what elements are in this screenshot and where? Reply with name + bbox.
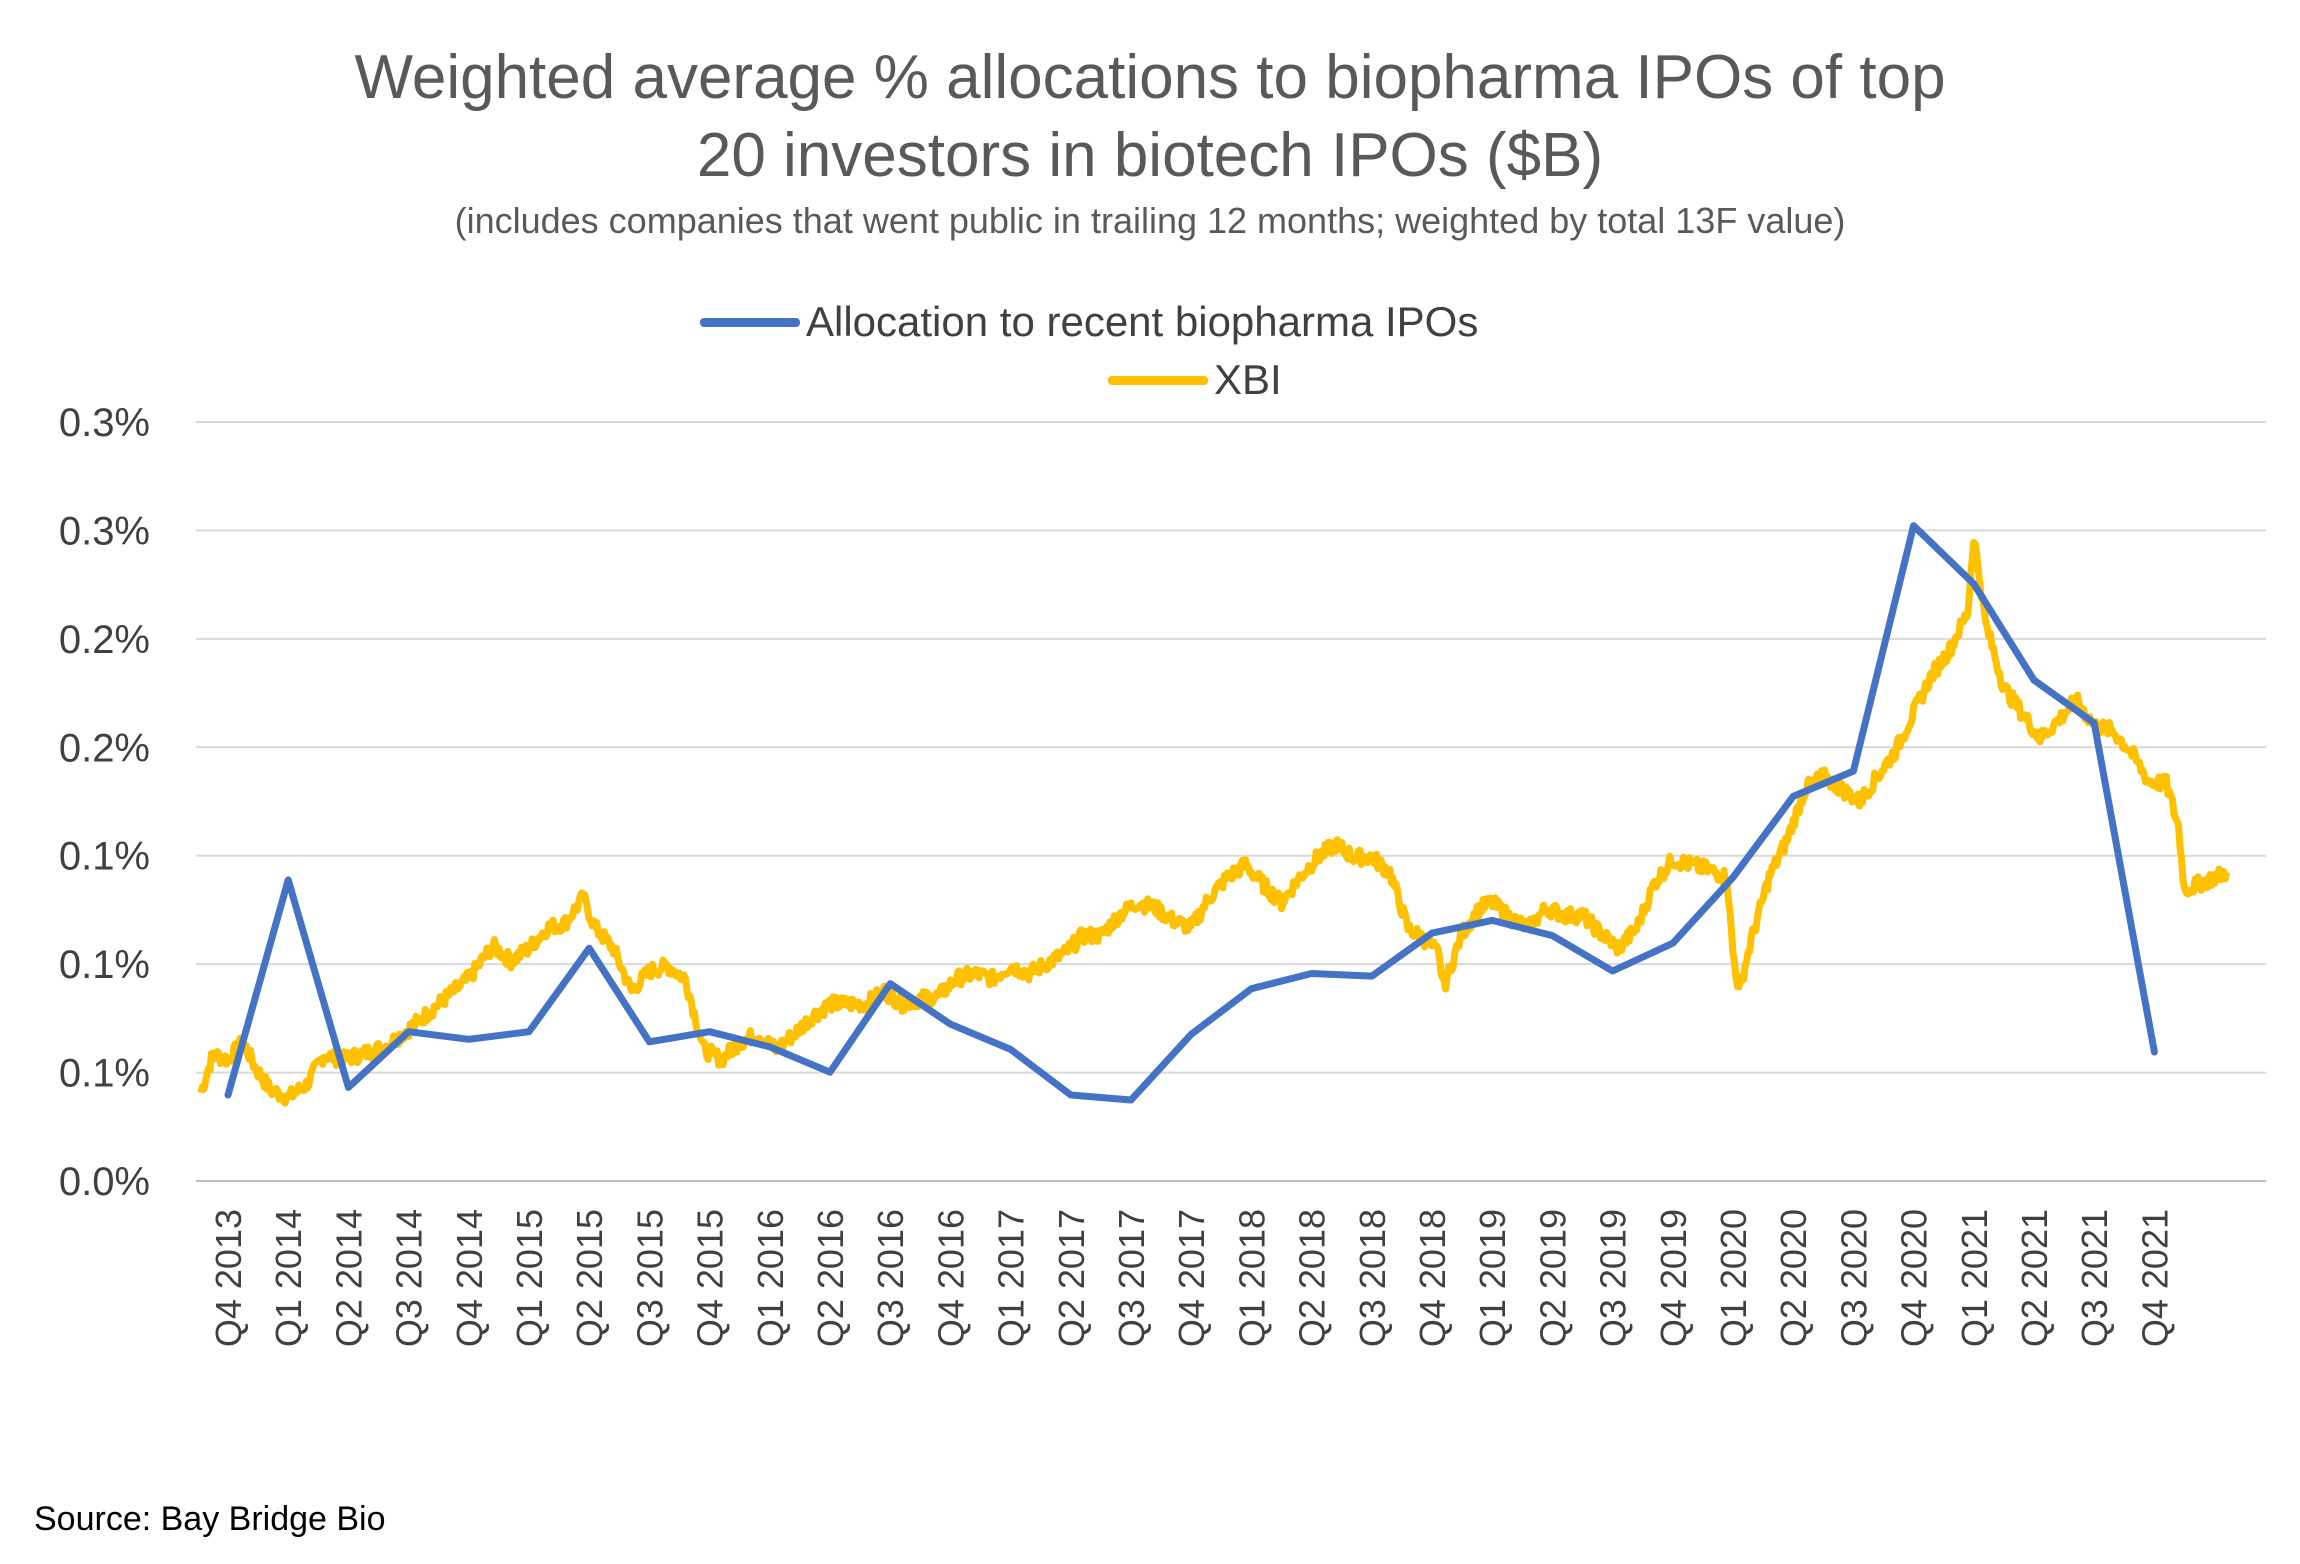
data-point-allocation xyxy=(708,1030,711,1033)
data-point-allocation xyxy=(1671,942,1674,945)
y-tick-label: 0.2% xyxy=(59,618,150,662)
x-tick-label: Q4 2019 xyxy=(1653,1209,1694,1347)
y-tick-label: 0.3% xyxy=(59,401,150,445)
data-point-allocation xyxy=(407,1030,410,1033)
x-tick-label: Q1 2016 xyxy=(750,1209,791,1347)
x-tick-label: Q1 2021 xyxy=(1954,1209,1995,1347)
x-tick-label: Q3 2018 xyxy=(1352,1209,1393,1347)
chart-title-line-1: Weighted average % allocations to biopha… xyxy=(354,43,1946,112)
x-tick-label: Q4 2014 xyxy=(449,1209,490,1347)
data-point-allocation xyxy=(1732,876,1734,879)
series-line-xbi xyxy=(197,539,2231,1107)
data-point-allocation xyxy=(2153,1050,2156,1053)
x-tick-label: Q2 2016 xyxy=(810,1209,851,1347)
data-point-allocation xyxy=(2093,722,2096,725)
data-point-allocation xyxy=(768,1045,771,1048)
x-tick-label: Q2 2018 xyxy=(1292,1209,1333,1347)
data-point-allocation xyxy=(648,1040,651,1043)
data-point-allocation xyxy=(1912,524,1915,527)
x-tick-label: Q1 2017 xyxy=(991,1209,1032,1347)
chart-subtitle: (includes companies that went public in … xyxy=(454,200,1846,241)
x-tick-label: Q2 2014 xyxy=(328,1209,369,1347)
x-tick-label: Q1 2015 xyxy=(509,1209,550,1347)
legend-swatch-xbi xyxy=(1108,375,1208,385)
data-point-allocation xyxy=(1611,970,1614,973)
data-point-allocation xyxy=(829,1071,831,1074)
x-tick-label: Q3 2021 xyxy=(2074,1209,2115,1347)
y-tick-label: 0.0% xyxy=(59,1160,150,1204)
data-point-allocation xyxy=(588,947,591,950)
data-point-allocation xyxy=(1551,934,1554,937)
x-tick-label: Q3 2017 xyxy=(1111,1209,1152,1347)
x-tick-label: Q2 2019 xyxy=(1532,1209,1573,1347)
data-point-allocation xyxy=(528,1030,530,1033)
legend-label-xbi: XBI xyxy=(1214,356,1282,403)
x-tick-label: Q3 2015 xyxy=(629,1209,670,1347)
x-tick-label: Q1 2019 xyxy=(1472,1209,1513,1347)
x-axis-ticks: Q4 2013 Q1 2014 Q2 2014 Q3 2014 Q4 2014 Q1 20… xyxy=(208,1209,2175,1347)
legend-item-allocation: Allocation to recent biopharma IPOs xyxy=(700,298,1478,346)
data-point-allocation xyxy=(347,1086,350,1089)
data-point-allocation xyxy=(1792,795,1795,798)
x-tick-label: Q3 2014 xyxy=(389,1209,430,1347)
data-point-allocation xyxy=(1852,770,1855,773)
y-axis-ticks: 0.0% 0.1% 0.1% 0.1% 0.2% 0.2% 0.3% 0.3% xyxy=(59,401,150,1204)
data-point-allocation xyxy=(949,1023,952,1026)
x-tick-label: Q4 2015 xyxy=(690,1209,731,1347)
y-tick-label: 0.1% xyxy=(59,943,150,987)
x-tick-label: Q2 2021 xyxy=(2014,1209,2055,1347)
chart-title-line-2: 20 investors in biotech IPOs ($B) xyxy=(696,121,1604,190)
data-point-allocation xyxy=(287,878,290,881)
x-tick-label: Q4 2016 xyxy=(930,1209,971,1347)
x-tick-label: Q3 2019 xyxy=(1593,1209,1634,1347)
x-tick-label: Q1 2020 xyxy=(1713,1209,1754,1347)
y-tick-label: 0.1% xyxy=(59,1052,150,1096)
y-tick-label: 0.2% xyxy=(59,726,150,770)
data-point-allocation xyxy=(1972,582,1975,585)
series-line-allocation xyxy=(224,522,2158,1104)
legend-swatch-allocation xyxy=(700,317,800,327)
source-note: Source: Bay Bridge Bio xyxy=(34,1500,386,1538)
x-tick-label: Q4 2018 xyxy=(1412,1209,1453,1347)
x-tick-label: Q2 2020 xyxy=(1773,1209,1814,1347)
data-point-allocation xyxy=(1069,1093,1072,1096)
data-point-allocation xyxy=(1009,1048,1012,1051)
y-tick-label: 0.1% xyxy=(59,835,150,879)
x-tick-label: Q4 2020 xyxy=(1894,1209,1935,1347)
x-tick-label: Q1 2018 xyxy=(1231,1209,1272,1347)
legend-item-xbi: XBI xyxy=(1108,356,1282,404)
data-point-allocation xyxy=(1190,1033,1193,1036)
data-point-allocation xyxy=(467,1038,470,1041)
x-tick-label: Q3 2016 xyxy=(870,1209,911,1347)
legend-label-allocation: Allocation to recent biopharma IPOs xyxy=(806,298,1479,345)
x-tick-label: Q4 2013 xyxy=(208,1209,249,1347)
y-tick-label: 0.3% xyxy=(59,509,150,553)
data-point-allocation xyxy=(1130,1099,1132,1102)
data-point-allocation xyxy=(1491,919,1494,922)
x-tick-label: Q3 2020 xyxy=(1833,1209,1874,1347)
data-point-allocation xyxy=(1370,975,1373,978)
x-tick-label: Q2 2015 xyxy=(569,1209,610,1347)
x-tick-label: Q2 2017 xyxy=(1051,1209,1092,1347)
gridlines xyxy=(196,421,2266,1182)
data-point-allocation xyxy=(227,1093,229,1096)
x-tick-label: Q4 2021 xyxy=(2134,1209,2175,1347)
data-point-allocation xyxy=(889,982,892,985)
x-tick-label: Q1 2014 xyxy=(268,1209,309,1347)
series-lines xyxy=(197,522,2231,1107)
data-point-allocation xyxy=(1310,972,1313,975)
x-tick-label: Q4 2017 xyxy=(1171,1209,1212,1347)
data-point-allocation xyxy=(2033,679,2035,682)
data-point-allocation xyxy=(1250,987,1253,990)
data-point-allocation xyxy=(1431,932,1433,935)
